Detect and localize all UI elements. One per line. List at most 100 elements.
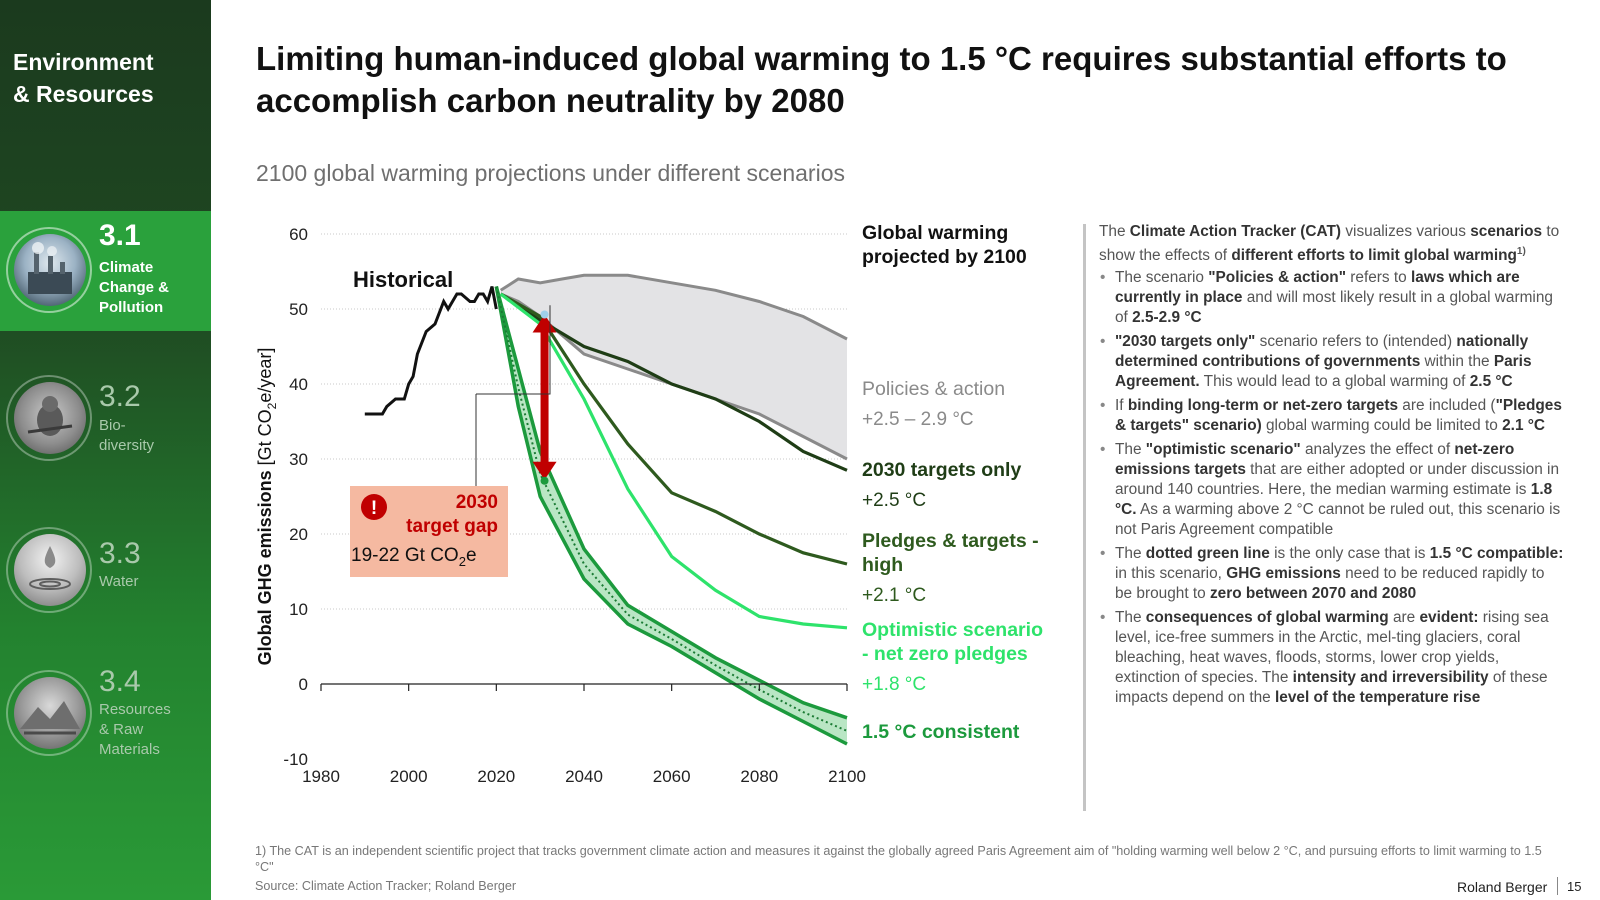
y-tick-label: 0: [299, 675, 308, 694]
y-axis-label: Global GHG emissions [Gt CO2e/year]: [255, 348, 279, 666]
text-segment: in this scenario,: [1115, 565, 1227, 583]
text-segment: intensity and irreversibility: [1292, 669, 1489, 687]
section-label: Resources & Raw Materials: [99, 700, 171, 760]
sidebar-title-line1: Environment: [13, 49, 154, 75]
explanation-bullet: If binding long-term or net-zero targets…: [1100, 396, 1565, 436]
warning-icon-glyph: !: [371, 498, 377, 519]
series-label: 1.5 °C consistent: [862, 721, 1020, 743]
policies-upper-line: [499, 273, 848, 341]
text-segment: binding long-term or net-zero targets: [1127, 397, 1399, 415]
footer-divider: [1557, 877, 1558, 895]
gap-value: 19-22 Gt CO2e: [351, 545, 477, 569]
text-segment: 1): [1516, 246, 1526, 257]
thumbnail-ring: [6, 375, 92, 461]
section-number: 3.4: [99, 665, 141, 698]
y-tick-label: 10: [289, 600, 308, 619]
sidebar: Environment & Resources 3.1 Climate Chan…: [0, 0, 211, 900]
page-number: 15: [1567, 879, 1582, 894]
text-segment: different efforts to limit global warmin…: [1231, 247, 1517, 265]
text-segment: nationally determined contributions of g…: [1115, 333, 1529, 371]
gap-title-line2: target gap: [406, 516, 498, 537]
y-tick-label: 60: [289, 225, 308, 244]
thumbnail-ring: [6, 670, 92, 756]
text-segment: Climate Action Tracker (CAT): [1129, 223, 1342, 240]
text-segment: 2.1 °C: [1502, 417, 1546, 435]
legend-header: projected by 2100: [862, 246, 1027, 268]
sidebar-item-water[interactable]: 3.3 Water: [0, 525, 211, 625]
axis-label-part: Global GHG emissions: [255, 465, 275, 665]
column-divider: [1083, 224, 1086, 811]
thumbnail-ring: [6, 227, 92, 313]
text-segment: 1.8 °C.: [1115, 481, 1553, 519]
series-value: +1.8 °C: [862, 674, 926, 695]
x-tick-label: 2040: [565, 767, 603, 786]
text-segment: are included (: [1398, 397, 1496, 415]
factory-icon: [28, 242, 72, 294]
explanation-list: The scenario "Policies & action" refers …: [1099, 268, 1565, 708]
text-segment: dotted green line: [1145, 545, 1270, 563]
series-label: 2030 targets only: [862, 459, 1021, 481]
series-line: [499, 292, 848, 630]
x-tick-label: 2080: [740, 767, 778, 786]
quarry-thumbnail-icon: [14, 677, 86, 749]
explanation-bullet: The dotted green line is the only case t…: [1100, 544, 1565, 604]
sidebar-item-climate[interactable]: 3.1 Climate Change & Pollution: [0, 211, 211, 331]
series-label: - net zero pledges: [862, 643, 1028, 665]
series-value: +2.5 °C: [862, 490, 926, 511]
text-segment: are: [1388, 609, 1420, 627]
series-line: [499, 292, 848, 566]
section-label: Water: [99, 572, 138, 592]
sidebar-title-line2: & Resources: [13, 81, 154, 107]
consistent-dotted-line: [495, 286, 848, 732]
sidebar-item-biodiversity[interactable]: 3.2 Bio- diversity: [0, 370, 211, 480]
text-segment: global warming could be limited to: [1261, 417, 1503, 435]
bird-icon: [27, 396, 73, 436]
series-label: Pledges & targets -: [862, 530, 1039, 552]
explanation-bullet: The "optimistic scenario" analyzes the e…: [1100, 440, 1565, 540]
text-segment: 2.5 °C: [1469, 373, 1513, 391]
text-segment: "optimistic scenario": [1145, 441, 1301, 459]
section-label-line: Pollution: [99, 299, 164, 316]
warning-icon: [361, 494, 387, 520]
gap-arrow-head-top: [532, 314, 557, 333]
text-segment: zero between 2070 and 2080: [1209, 585, 1417, 603]
series-value: +2.1 °C: [862, 585, 926, 606]
sidebar-item-resources[interactable]: 3.4 Resources & Raw Materials: [0, 665, 211, 785]
explanation-panel: The Climate Action Tracker (CAT) visuali…: [1099, 222, 1565, 712]
text-segment: "Policies & action": [1208, 269, 1347, 287]
x-tick-label: 1980: [302, 767, 340, 786]
text-segment: refers to: [1346, 269, 1412, 287]
section-label-line: diversity: [99, 437, 155, 454]
explanation-bullet: "2030 targets only" scenario refers to (…: [1100, 332, 1565, 392]
text-segment: The: [1115, 441, 1146, 459]
series-label: Optimistic scenario: [862, 619, 1043, 641]
text-segment: scenarios: [1470, 223, 1543, 240]
series-line: [499, 292, 848, 472]
water-thumbnail-icon: [14, 534, 86, 606]
section-label-line: Water: [99, 573, 139, 590]
text-segment: to show the effects of: [1099, 223, 1560, 265]
section-label-line: & Raw: [99, 721, 144, 738]
explanation-intro: The Climate Action Tracker (CAT) visuali…: [1099, 222, 1565, 266]
section-number: 3.1: [99, 219, 141, 252]
text-segment: As a warming above 2 °C cannot be ruled …: [1115, 501, 1561, 539]
thumbnail-ring: [6, 527, 92, 613]
text-segment: 1.5 °C compatible:: [1429, 545, 1564, 563]
legend-header: Global warming: [862, 222, 1008, 244]
series-label: Policies & action: [862, 378, 1005, 400]
text-segment: laws which are currently in place: [1115, 269, 1520, 307]
bird-thumbnail-icon: [14, 382, 86, 454]
gap-end-dot: [540, 476, 549, 485]
text-segment: net-zero emissions targets: [1115, 441, 1515, 479]
gap-value-part: 2: [459, 554, 466, 569]
text-segment: of these impacts depend on the: [1115, 669, 1548, 707]
text-segment: Paris Agreement.: [1115, 353, 1532, 391]
section-label-line: Climate: [99, 259, 154, 276]
text-segment: within the: [1420, 353, 1494, 371]
gap-title-line1: 2030: [456, 492, 498, 513]
x-tick-label: 2000: [390, 767, 428, 786]
x-tick-label: 2020: [477, 767, 515, 786]
page-title: Limiting human-induced global warming to…: [256, 40, 1507, 119]
